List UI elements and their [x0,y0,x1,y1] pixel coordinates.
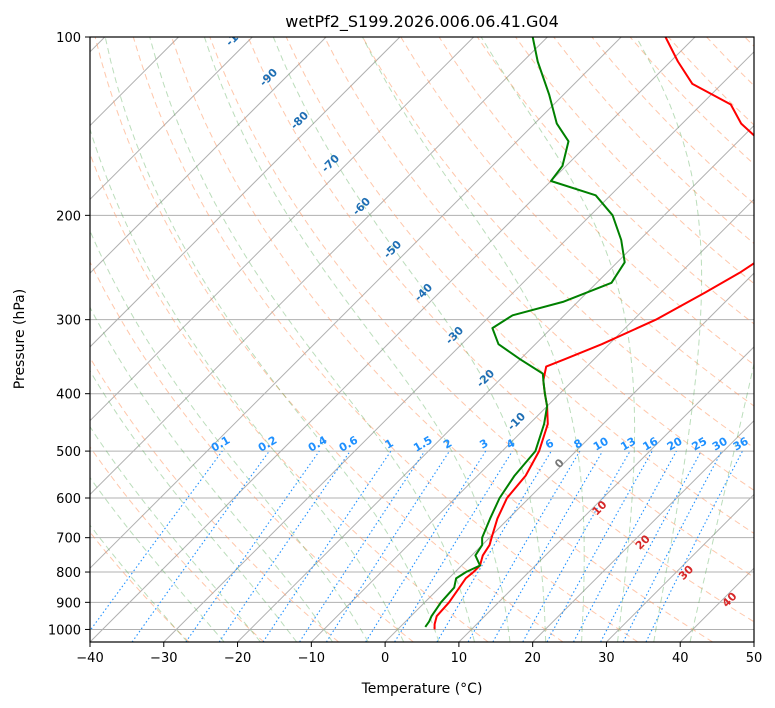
dry-adiabat-60 [247,37,754,578]
y-tick-label: 700 [56,532,81,547]
plot-frame [89,36,755,643]
moist-adiabat-10 [149,37,475,642]
moist-adiabat-40 [689,361,754,642]
isotherm-20 [532,419,754,642]
y-tick-label: 500 [56,445,81,460]
moist-adiabat-35 [635,37,703,642]
moist-adiabat--5 [90,229,369,642]
x-tick-label: −30 [150,651,177,666]
moist-adiabat--15 [90,369,298,642]
plot-area: 0.10.20.40.611.52346810131620253036-100-… [90,20,754,642]
isotherm-30 [606,493,754,642]
y-axis-label: Pressure (hPa) [12,289,28,389]
isotherm--80 [90,37,401,348]
isotherm--20 [237,124,754,642]
moist-adiabat--20 [90,425,261,642]
mixing-ratio-line-2 [325,450,450,642]
y-tick-label: 1000 [48,623,81,638]
mixing-ratio-line-4 [394,450,513,642]
moist-adiabat--30 [90,524,188,642]
isotherm-10 [458,346,754,642]
x-tick-label: 30 [598,651,615,666]
axes-layer: −40 −30 −20 −10 0 10 20 30 40 50 1000 900 800 700 600 5… [48,31,762,666]
dry-adiabat-label: -100 [223,20,252,49]
mixing-ratio-line-1.5 [299,450,426,642]
x-tick-label: 20 [524,651,541,666]
isotherm--50 [90,37,622,569]
y-tick-label: 300 [56,314,81,329]
mixing-ratio-line-20 [573,450,677,642]
moist-adiabat--10 [90,306,333,642]
dry-adiabat-130 [515,37,754,285]
isotherm--60 [90,37,548,496]
moist-adiabat-30 [480,37,636,642]
dry-adiabat-70 [285,37,754,535]
dry-adiabat-120 [476,37,754,325]
moist-adiabat-0 [90,127,405,642]
mixing-ratio-line-1 [262,450,392,642]
mixing-ratio-line-0.2 [131,450,270,642]
y-tick-label: 100 [56,31,81,46]
mixing-ratio-line-16 [546,450,653,642]
dry-adiabat-30 [132,37,639,642]
dry-adiabat--20 [90,446,265,642]
dry-adiabat-40 [171,37,713,642]
x-tick-label: −20 [224,651,251,666]
x-tick-label: −10 [298,651,325,666]
mixing-ratio-line-0.1 [90,450,223,632]
y-tick-label: 400 [56,388,81,403]
moist-adiabat-15 [203,37,511,642]
x-axis-label: Temperature (°C) [361,681,483,697]
dry-adiabat--10 [90,356,339,642]
isotherm--40 [90,37,696,642]
y-tick-label: 200 [56,209,81,224]
mixing-ratio-line-0.4 [185,450,320,642]
moist-adiabat-5 [104,37,440,642]
isotherm--30 [163,51,754,642]
x-tick-label: 50 [746,651,763,666]
y-tick-label: 600 [56,492,81,507]
dry-adiabat-80 [323,37,754,491]
dry-adiabat-110 [438,37,754,366]
x-tick-label: 10 [451,651,468,666]
x-tick-label: 40 [672,651,689,666]
dry-adiabat-0 [90,260,414,642]
mixing-ratio-line-0.6 [218,450,351,642]
chart-title: wetPf2_S199.2026.006.06.41.G04 [285,12,559,32]
y-tick-label: 900 [56,596,81,611]
mixing-ratio-line-13 [522,450,631,642]
moist-adiabat--25 [90,476,225,642]
x-tick-label: 0 [381,651,389,666]
dewpoint-profile-line [424,37,626,628]
isotherm--100 [90,37,253,201]
mixing-ratio-line-36 [645,450,743,642]
x-tick-label: −40 [76,651,103,666]
isotherm-0 [384,272,754,642]
moist-adiabat-25 [362,37,585,642]
dry-adiabat-50 [209,37,754,623]
y-tick-label: 800 [56,566,81,581]
isotherm--90 [90,37,327,274]
dry-adiabat-20 [94,37,564,642]
isotherm--70 [90,37,475,422]
moist-adiabat-20 [272,37,547,642]
